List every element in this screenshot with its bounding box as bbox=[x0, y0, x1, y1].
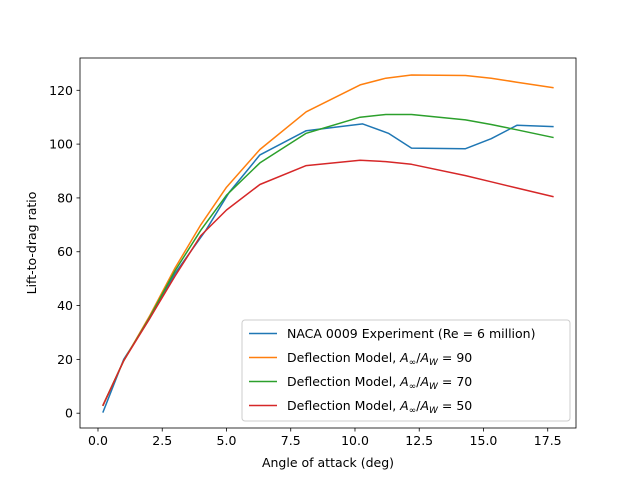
series-line-2 bbox=[102, 74, 554, 407]
x-tick-label: 0.0 bbox=[88, 433, 108, 448]
series-line-3 bbox=[102, 113, 554, 407]
x-tick-label: 7.5 bbox=[281, 433, 301, 448]
y-tick-label: 100 bbox=[49, 137, 73, 152]
y-axis-ticks: 0 20 40 60 80 100 120 bbox=[49, 83, 80, 421]
plot-area-frame bbox=[79, 57, 577, 429]
series-line-4 bbox=[102, 159, 554, 407]
x-tick-label: 12.5 bbox=[405, 433, 433, 448]
y-axis-label: Lift-to-drag ratio bbox=[24, 192, 39, 295]
x-tick-label: 10.0 bbox=[341, 433, 369, 448]
y-tick-label: 0 bbox=[65, 406, 73, 421]
y-tick-label: 80 bbox=[57, 190, 73, 205]
legend-box bbox=[241, 319, 571, 422]
x-tick-label: 15.0 bbox=[470, 433, 498, 448]
legend-label-4: Deflection Model, A∞/AW = 50 bbox=[287, 398, 472, 416]
y-tick-label: 20 bbox=[57, 352, 73, 367]
x-axis-ticks: 0.0 2.5 5.0 7.5 10.0 12.5 15.0 17.5 bbox=[88, 428, 562, 448]
x-tick-label: 2.5 bbox=[152, 433, 172, 448]
legend-label-2: Deflection Model, A∞/AW = 90 bbox=[287, 350, 472, 368]
y-tick-label: 60 bbox=[57, 244, 73, 259]
y-tick-label: 40 bbox=[57, 298, 73, 313]
legend: NACA 0009 Experiment (Re = 6 million) Def… bbox=[241, 319, 571, 422]
legend-label-3: Deflection Model, A∞/AW = 70 bbox=[287, 374, 472, 392]
y-tick-label: 120 bbox=[49, 83, 73, 98]
legend-label-1: NACA 0009 Experiment (Re = 6 million) bbox=[287, 326, 535, 341]
x-tick-label: 17.5 bbox=[534, 433, 562, 448]
plot-lines bbox=[102, 74, 554, 413]
x-axis-label: Angle of attack (deg) bbox=[262, 455, 394, 470]
x-tick-label: 5.0 bbox=[217, 433, 237, 448]
